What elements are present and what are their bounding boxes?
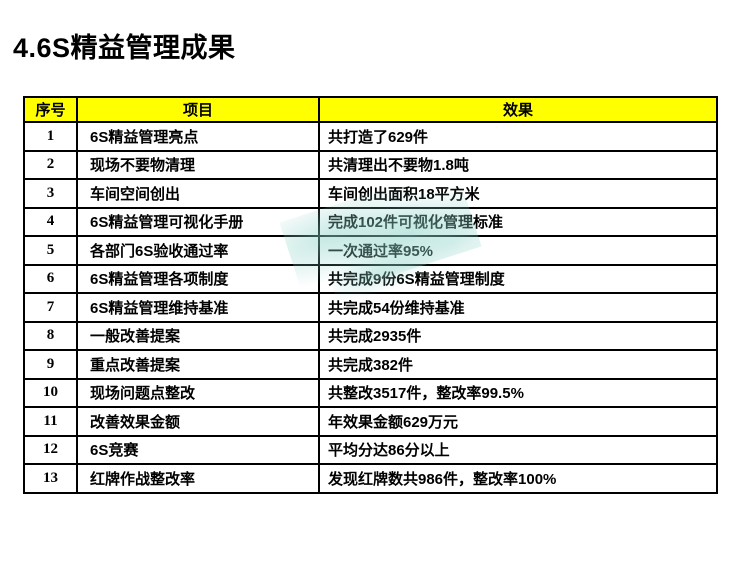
row-number-cell: 9 [23, 349, 78, 380]
row-number-cell: 8 [23, 320, 78, 351]
row-number-cell: 6 [23, 263, 78, 294]
project-cell: 6S精益管理维持基准 [76, 292, 320, 323]
project-cell: 重点改善提案 [76, 349, 320, 380]
header-cell-project: 项目 [76, 96, 320, 123]
row-number-cell: 3 [23, 178, 78, 209]
project-cell: 6S精益管理各项制度 [76, 263, 320, 294]
effect-cell: 平均分达86分以上 [318, 434, 718, 465]
table-row: 2 现场不要物清理 共清理出不要物1.8吨 [23, 149, 718, 180]
row-number-cell: 12 [23, 434, 78, 465]
row-number-cell: 11 [23, 406, 78, 437]
project-cell: 改善效果金额 [76, 406, 320, 437]
table-row: 8 一般改善提案 共完成2935件 [23, 320, 718, 351]
page-title: 4.6S精益管理成果 [13, 33, 236, 64]
table-row: 1 6S精益管理亮点 共打造了629件 [23, 121, 718, 152]
table-row: 7 6S精益管理维持基准 共完成54份维持基准 [23, 292, 718, 323]
row-number-cell: 13 [23, 463, 78, 494]
effect-cell: 共打造了629件 [318, 121, 718, 152]
table-header: 序号 项目 效果 [23, 96, 718, 123]
table-row: 6 6S精益管理各项制度 共完成9份6S精益管理制度 [23, 263, 718, 294]
project-cell: 6S精益管理可视化手册 [76, 206, 320, 237]
project-cell: 各部门6S验收通过率 [76, 235, 320, 266]
row-number-cell: 2 [23, 149, 78, 180]
results-table: 序号 项目 效果 1 6S精益管理亮点 共打造了629件 2 现场不要物清理 共清理出不要… [23, 96, 718, 494]
project-cell: 现场不要物清理 [76, 149, 320, 180]
project-cell: 红牌作战整改率 [76, 463, 320, 494]
row-number-cell: 4 [23, 206, 78, 237]
project-cell: 一般改善提案 [76, 320, 320, 351]
effect-cell: 共完成9份6S精益管理制度 [318, 263, 718, 294]
effect-cell: 共完成382件 [318, 349, 718, 380]
table-row: 11 改善效果金额 年效果金额629万元 [23, 406, 718, 437]
table-body: 1 6S精益管理亮点 共打造了629件 2 现场不要物清理 共清理出不要物1.8吨 3 车间空… [23, 121, 718, 494]
effect-cell: 年效果金额629万元 [318, 406, 718, 437]
table-row: 12 6S竞赛 平均分达86分以上 [23, 434, 718, 465]
table-row: 10 现场问题点整改 共整改3517件，整改率99.5% [23, 377, 718, 408]
effect-cell: 共清理出不要物1.8吨 [318, 149, 718, 180]
effect-cell: 完成102件可视化管理标准 [318, 206, 718, 237]
header-cell-no: 序号 [23, 96, 78, 123]
table-row: 3 车间空间创出 车间创出面积18平方米 [23, 178, 718, 209]
row-number-cell: 7 [23, 292, 78, 323]
effect-cell: 发现红牌数共986件，整改率100% [318, 463, 718, 494]
header-row: 序号 项目 效果 [23, 96, 718, 123]
effect-cell: 车间创出面积18平方米 [318, 178, 718, 209]
project-cell: 现场问题点整改 [76, 377, 320, 408]
effect-cell: 共完成2935件 [318, 320, 718, 351]
table-row: 13 红牌作战整改率 发现红牌数共986件，整改率100% [23, 463, 718, 494]
effect-cell: 一次通过率95% [318, 235, 718, 266]
project-cell: 6S精益管理亮点 [76, 121, 320, 152]
row-number-cell: 5 [23, 235, 78, 266]
row-number-cell: 10 [23, 377, 78, 408]
row-number-cell: 1 [23, 121, 78, 152]
table-row: 9 重点改善提案 共完成382件 [23, 349, 718, 380]
table-row: 5 各部门6S验收通过率 一次通过率95% [23, 235, 718, 266]
effect-cell: 共整改3517件，整改率99.5% [318, 377, 718, 408]
effect-cell: 共完成54份维持基准 [318, 292, 718, 323]
table-row: 4 6S精益管理可视化手册 完成102件可视化管理标准 [23, 206, 718, 237]
project-cell: 6S竞赛 [76, 434, 320, 465]
header-cell-effect: 效果 [318, 96, 718, 123]
project-cell: 车间空间创出 [76, 178, 320, 209]
